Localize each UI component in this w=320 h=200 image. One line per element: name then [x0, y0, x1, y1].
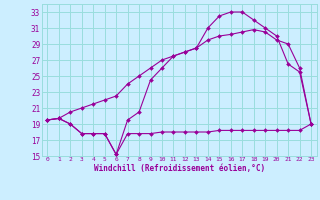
X-axis label: Windchill (Refroidissement éolien,°C): Windchill (Refroidissement éolien,°C): [94, 164, 265, 173]
